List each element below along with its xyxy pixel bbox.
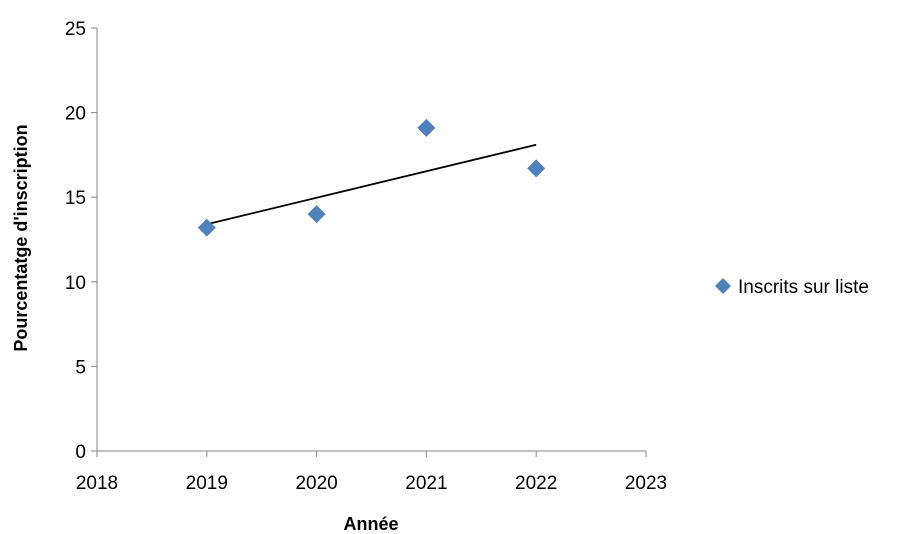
chart-ticks: 0 5 10 15 20 25 2018 2019 2020 2021 2022 2023 xyxy=(65,19,667,494)
legend: Inscrits sur liste xyxy=(715,277,869,298)
x-tick-label: 2018 xyxy=(76,473,118,494)
y-tick-label: 15 xyxy=(65,188,86,209)
y-axis-title: Pourcentatge d'inscription xyxy=(11,124,31,351)
x-axis-title: Année xyxy=(343,514,398,534)
legend-label: Inscrits sur liste xyxy=(738,277,869,298)
x-tick-label: 2020 xyxy=(295,473,337,494)
chart-points xyxy=(197,118,546,237)
y-tick-label: 20 xyxy=(65,104,86,125)
y-tick-label: 25 xyxy=(65,19,86,40)
y-tick-label: 5 xyxy=(75,357,86,378)
data-point xyxy=(527,159,546,178)
x-tick-label: 2022 xyxy=(515,473,557,494)
legend-marker-diamond xyxy=(715,278,731,294)
data-point xyxy=(307,205,326,224)
chart-trendline-group xyxy=(206,143,537,226)
data-point xyxy=(417,118,436,137)
x-tick-label: 2019 xyxy=(186,473,228,494)
y-tick-label: 10 xyxy=(65,273,86,294)
chart-axes xyxy=(96,28,646,452)
x-tick-label: 2023 xyxy=(625,473,667,494)
trendline xyxy=(206,143,537,226)
x-tick-label: 2021 xyxy=(405,473,447,494)
data-point xyxy=(197,218,216,237)
y-tick-label: 0 xyxy=(75,442,86,463)
